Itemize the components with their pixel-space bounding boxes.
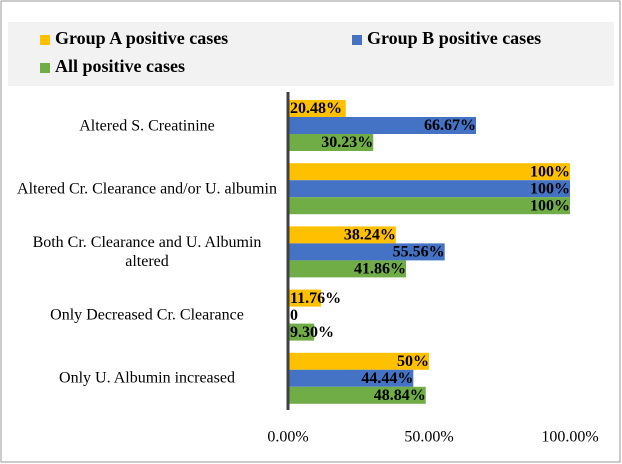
category-label: Only Decreased Cr. Clearance	[50, 306, 244, 324]
category-label: Only U. Albumin increased	[59, 369, 235, 387]
x-tick-label: 50.00%	[404, 429, 453, 446]
legend-label: Group A positive cases	[55, 28, 228, 48]
bar	[288, 134, 374, 151]
category-label: Altered S. Creatinine	[79, 117, 215, 134]
bar	[288, 323, 315, 341]
bar	[288, 197, 570, 215]
value-label: 41.86%	[354, 261, 406, 278]
value-label: 9.30%	[290, 324, 334, 341]
value-label: 11.76%	[290, 290, 341, 307]
bar	[288, 260, 407, 278]
value-label: 44.44%	[361, 370, 413, 387]
value-label: 100%	[530, 180, 570, 197]
category-label: Altered Cr. Clearance and/or U. albumin	[17, 180, 277, 198]
bar	[288, 243, 445, 261]
legend-background	[8, 22, 614, 86]
bar	[288, 352, 429, 370]
value-label: 55.56%	[393, 244, 445, 261]
value-label: 50%	[397, 353, 429, 370]
value-label: 48.84%	[374, 387, 426, 404]
legend-swatch	[352, 35, 362, 45]
bar	[288, 117, 477, 134]
value-label: 100%	[530, 197, 570, 214]
value-label: 20.48%	[290, 100, 342, 117]
legend-label: Group B positive cases	[367, 28, 541, 48]
bar	[288, 226, 396, 244]
bar	[288, 180, 570, 198]
legend-label: All positive cases	[55, 56, 185, 76]
value-label: 30.23%	[321, 134, 373, 151]
bar	[288, 100, 346, 117]
bar	[288, 369, 414, 387]
bar	[288, 386, 426, 404]
legend-swatch	[40, 63, 50, 73]
bar	[288, 163, 570, 181]
x-tick-label: 100.00%	[541, 429, 598, 446]
value-label: 100%	[530, 163, 570, 180]
bar	[288, 289, 322, 307]
value-label: 0	[290, 307, 298, 324]
value-label: 66.67%	[424, 117, 476, 134]
value-label: 38.24%	[344, 227, 396, 244]
legend-swatch	[40, 35, 50, 45]
x-tick-label: 0.00%	[267, 429, 308, 446]
category-label: Both Cr. Clearance and U. Albumin altere…	[32, 233, 262, 270]
